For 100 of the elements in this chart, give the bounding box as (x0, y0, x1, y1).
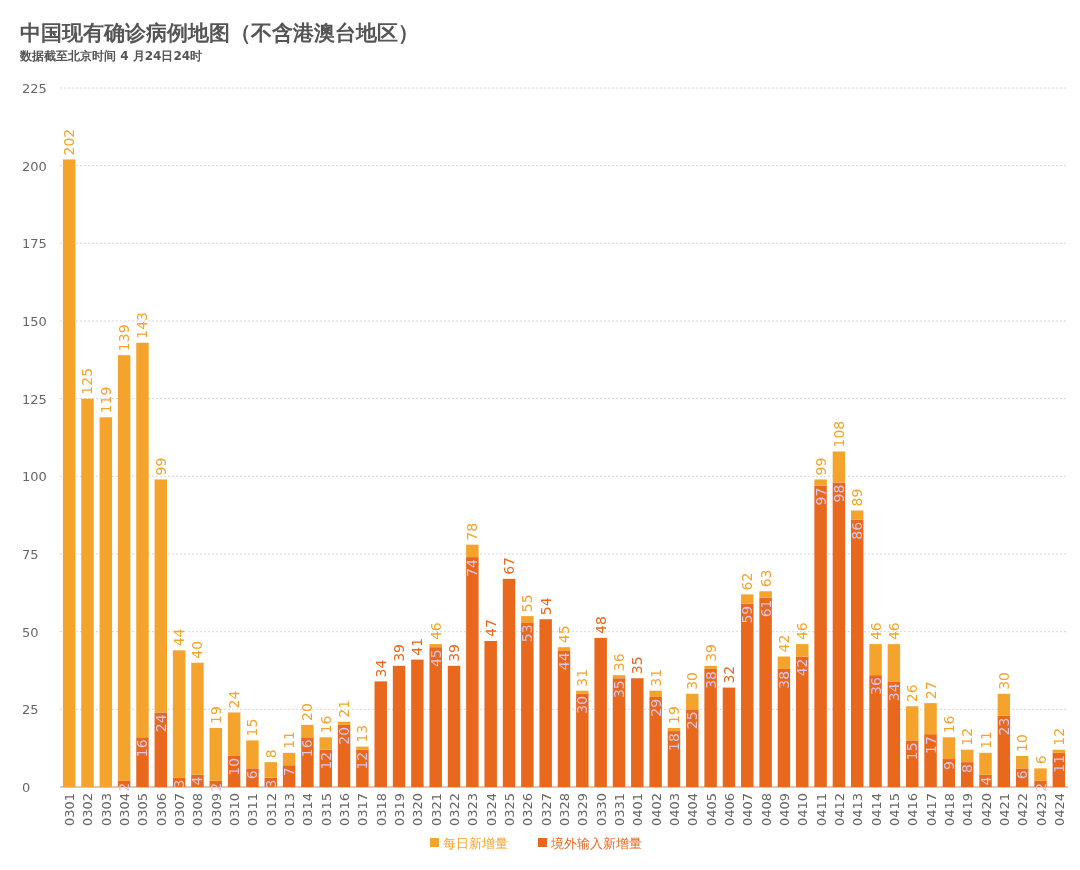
x-tick-label: 0311 (245, 793, 261, 827)
bar (81, 398, 94, 787)
bar (887, 644, 901, 682)
bar (924, 703, 937, 735)
data-label: 2 (1032, 782, 1049, 792)
total-label: 31 (647, 668, 664, 687)
x-tick-label: 0328 (557, 793, 572, 827)
bar (741, 594, 754, 604)
x-tick-label: 0319 (392, 793, 408, 827)
x-tick-label: 0331 (611, 793, 627, 827)
data-label: 36 (867, 677, 884, 695)
x-tick-label: 0307 (172, 793, 188, 827)
bar (374, 681, 387, 787)
bar (154, 479, 168, 713)
total-label: 26 (904, 684, 921, 703)
y-tick-label: 200 (22, 158, 47, 174)
total-label: 108 (830, 420, 847, 448)
total-label: 44 (171, 628, 188, 647)
x-tick-label: 0329 (575, 793, 591, 827)
data-label: 15 (904, 742, 921, 761)
bar (997, 693, 1011, 716)
x-tick-label: 0413 (850, 793, 866, 827)
bar (649, 690, 662, 697)
x-tick-label: 0322 (447, 793, 463, 827)
y-tick-label: 75 (22, 547, 39, 562)
data-label: 29 (647, 698, 664, 717)
bar (869, 644, 882, 676)
bar (814, 485, 827, 787)
x-tick-label: 0308 (190, 793, 206, 827)
x-tick-label: 0404 (685, 793, 701, 827)
total-label: 89 (849, 488, 866, 507)
x-tick-label: 0320 (410, 793, 426, 827)
bar (356, 746, 369, 750)
total-label: 42 (775, 634, 792, 653)
bar (117, 355, 131, 781)
data-label: 11 (1050, 754, 1067, 773)
total-label: 11 (977, 731, 994, 749)
x-tick-label: 0318 (373, 793, 389, 827)
total-label: 47 (482, 619, 499, 637)
total-label: 20 (299, 703, 316, 721)
data-label: 30 (574, 695, 591, 714)
x-tick-label: 0420 (978, 793, 994, 827)
data-label: 16 (134, 739, 151, 758)
bar (686, 709, 699, 787)
bar (99, 417, 113, 787)
data-label: 53 (519, 624, 536, 643)
bar (209, 727, 223, 781)
total-label: 46 (885, 622, 902, 641)
total-label: 39 (446, 644, 463, 662)
x-tick-label: 0316 (337, 793, 353, 827)
x-tick-label: 0305 (135, 793, 151, 827)
bar (136, 737, 149, 787)
x-tick-label: 0302 (80, 793, 96, 827)
bar (337, 721, 351, 725)
x-tick-label: 0407 (740, 793, 756, 827)
x-tick-label: 0412 (831, 793, 847, 827)
total-label: 202 (61, 128, 78, 156)
bar (686, 693, 699, 710)
data-label: 3 (171, 779, 188, 789)
x-tick-label: 0324 (483, 793, 499, 827)
bar (667, 727, 681, 732)
data-label: 2 (207, 782, 224, 792)
total-label: 19 (665, 706, 682, 724)
bar (1015, 755, 1029, 769)
bar (557, 650, 571, 787)
total-label: 41 (409, 637, 426, 656)
bar (905, 706, 919, 741)
total-label: 39 (702, 644, 719, 662)
total-label: 16 (317, 715, 334, 734)
bar (759, 597, 772, 787)
x-tick-label: 0327 (538, 793, 554, 827)
total-label: 46 (427, 622, 444, 641)
bar (557, 647, 571, 651)
x-tick-label: 0402 (648, 793, 664, 827)
total-label: 24 (226, 690, 243, 709)
total-label: 55 (519, 594, 536, 613)
bar (466, 544, 479, 558)
data-label: 16 (299, 739, 316, 758)
data-label: 44 (556, 652, 572, 671)
y-tick-label: 125 (22, 391, 47, 407)
data-label: 97 (812, 487, 829, 506)
bar (521, 622, 534, 787)
x-tick-label: 0416 (905, 793, 921, 827)
data-label: 24 (152, 714, 169, 733)
total-label: 35 (629, 656, 646, 675)
bar (960, 749, 974, 763)
bar (246, 740, 259, 769)
bar (649, 696, 662, 787)
bar (539, 619, 552, 787)
x-tick-label: 0418 (941, 793, 957, 827)
data-label: 9 (940, 761, 957, 770)
data-label: 7 (281, 767, 298, 777)
total-label: 10 (1014, 734, 1031, 752)
total-label: 78 (464, 522, 481, 541)
x-tick-label: 0405 (703, 793, 719, 827)
bar (282, 752, 296, 766)
bar (759, 591, 772, 598)
data-label: 45 (427, 649, 444, 668)
bar (264, 762, 277, 778)
bar (869, 675, 882, 787)
